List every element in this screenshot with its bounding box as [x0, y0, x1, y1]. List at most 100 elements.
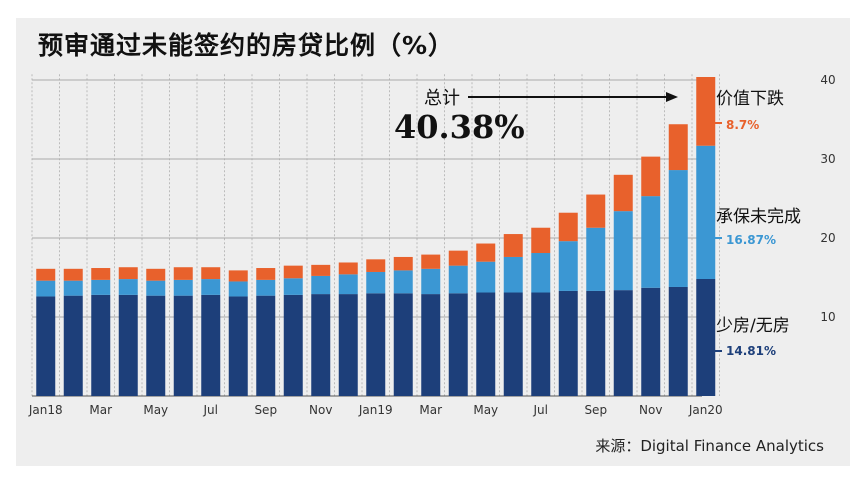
bar-Oct19-valuation [613, 174, 633, 212]
bar-Nov19-valuation [641, 156, 661, 197]
x-tick-label: Nov [639, 403, 662, 417]
bar-Jul18-owner [201, 294, 221, 396]
bar-Feb19-underwriting [393, 270, 413, 294]
bar-Oct18-valuation [283, 265, 303, 279]
x-tick-label: May [143, 403, 168, 417]
bar-Jan20-underwriting [696, 145, 716, 280]
bar-Jan18-owner [36, 296, 56, 396]
bar-Jun19-owner [503, 292, 523, 396]
y-tick-label: 10 [820, 310, 835, 324]
bar-Jun19-underwriting [503, 256, 523, 293]
total-value: 40.38% [394, 108, 525, 146]
bar-Nov18-owner [311, 294, 331, 396]
bar-May18-underwriting [146, 280, 166, 296]
stacked-bar-chart: 10 20 30 40 Jan18 Mar May Jul Sep Nov Jan19 Mar May… [28, 73, 836, 417]
bar-Jan20-owner [696, 279, 716, 396]
end-label-name: 少房/无房 [716, 316, 790, 336]
bar-Jan19-underwriting [366, 271, 386, 294]
y-tick-label: 40 [820, 73, 835, 87]
end-label-name: 承保未完成 [716, 207, 801, 227]
bar-Dec19-underwriting [668, 170, 688, 287]
bar-Nov18-valuation [311, 264, 331, 276]
bar-Sep19-underwriting [586, 227, 606, 291]
bar-Sep18-underwriting [256, 279, 276, 296]
bar-Jun18-underwriting [173, 279, 193, 296]
x-tick-label: Mar [419, 403, 442, 417]
bar-Jul19-underwriting [531, 253, 551, 293]
bar-Sep19-owner [586, 290, 606, 396]
bar-Oct19-underwriting [613, 211, 633, 291]
bar-Jan19-valuation [366, 259, 386, 272]
bar-Jun19-valuation [503, 234, 523, 257]
bar-Jun18-owner [173, 295, 193, 396]
source-note: 来源：Digital Finance Analytics [595, 437, 824, 455]
bar-Jul19-valuation [531, 227, 551, 254]
bar-Dec18-underwriting [338, 274, 358, 295]
total-arrow-head [666, 92, 678, 102]
bar-Sep18-owner [256, 295, 276, 396]
x-tick-label: Jul [533, 403, 548, 417]
y-tick-label: 20 [820, 231, 835, 245]
bar-Nov19-owner [641, 287, 661, 396]
bar-Sep19-valuation [586, 194, 606, 228]
bar-Mar18-owner [91, 294, 111, 396]
bar-Apr18-underwriting [118, 279, 138, 295]
x-tick-label: Jan18 [28, 403, 63, 417]
bar-May18-owner [146, 295, 166, 396]
bar-Nov18-underwriting [311, 275, 331, 295]
bar-May19-owner [476, 292, 496, 396]
bar-Sep18-valuation [256, 268, 276, 280]
bar-Feb18-valuation [63, 268, 83, 281]
bar-May18-valuation [146, 268, 166, 281]
bar-Mar19-valuation [421, 254, 441, 269]
bar-Jul18-underwriting [201, 279, 221, 295]
bar-Feb18-owner [63, 295, 83, 396]
bar-Mar19-owner [421, 294, 441, 396]
x-tick-label: Sep [584, 403, 607, 417]
bar-Aug18-underwriting [228, 281, 248, 297]
bar-Feb18-underwriting [63, 280, 83, 296]
total-label: 总计 [424, 88, 460, 109]
bar-Feb19-valuation [393, 256, 413, 271]
bar-Mar18-underwriting [91, 279, 111, 295]
bar-Jan19-owner [366, 293, 386, 396]
bar-Oct19-owner [613, 290, 633, 396]
end-label-value: 16.87% [726, 233, 776, 247]
chart-frame: 10 20 30 40 Jan18 Mar May Jul Sep Nov Jan19 Mar May… [16, 18, 850, 466]
bar-Mar19-underwriting [421, 268, 441, 295]
bar-Dec18-valuation [338, 262, 358, 275]
x-tick-label: Jul [203, 403, 218, 417]
y-tick-label: 30 [820, 152, 835, 166]
bar-Aug19-owner [558, 290, 578, 396]
bar-Apr18-valuation [118, 267, 138, 280]
bar-Jan18-underwriting [36, 280, 56, 297]
bar-series [36, 76, 716, 396]
end-label-name: 价值下跌 [716, 89, 784, 109]
x-axis: Jan18 Mar May Jul Sep Nov Jan19 Mar May Jul Sep Nov… [28, 403, 723, 417]
bar-Oct18-underwriting [283, 278, 303, 295]
bar-Jun18-valuation [173, 267, 193, 280]
bar-Jan18-valuation [36, 268, 56, 281]
bar-Aug18-owner [228, 296, 248, 396]
x-tick-label: Nov [309, 403, 332, 417]
y-axis: 10 20 30 40 [820, 73, 835, 324]
bar-Aug19-valuation [558, 212, 578, 242]
x-tick-label: Jan19 [358, 403, 393, 417]
bar-Jan20-valuation [696, 76, 716, 146]
x-tick-label: Sep [254, 403, 277, 417]
bar-Feb19-owner [393, 293, 413, 396]
bar-Nov19-underwriting [641, 196, 661, 288]
bar-Apr19-valuation [448, 250, 468, 266]
bar-Dec18-owner [338, 294, 358, 396]
bar-Aug19-underwriting [558, 241, 578, 291]
end-labels: 价值下跌 8.7% 承保未完成 16.87% 少房/无房 14.81% [712, 89, 801, 358]
bar-Apr19-owner [448, 293, 468, 396]
x-tick-label: Jan20 [688, 403, 723, 417]
bar-Oct18-owner [283, 294, 303, 396]
bar-Apr19-underwriting [448, 265, 468, 294]
x-tick-label: May [473, 403, 498, 417]
bar-Apr18-owner [118, 294, 138, 396]
end-label-value: 14.81% [726, 344, 776, 358]
bar-Dec19-owner [668, 286, 688, 396]
bar-May19-underwriting [476, 261, 496, 293]
